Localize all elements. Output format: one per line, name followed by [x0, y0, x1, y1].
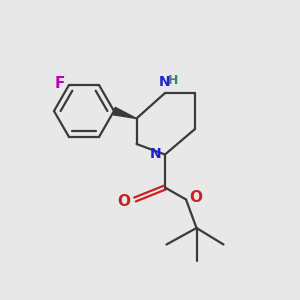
- Text: H: H: [168, 74, 178, 87]
- Text: F: F: [54, 76, 64, 91]
- Text: O: O: [190, 190, 202, 206]
- Text: N: N: [150, 148, 161, 161]
- Text: N: N: [159, 75, 171, 89]
- Polygon shape: [113, 107, 136, 118]
- Text: O: O: [118, 194, 130, 208]
